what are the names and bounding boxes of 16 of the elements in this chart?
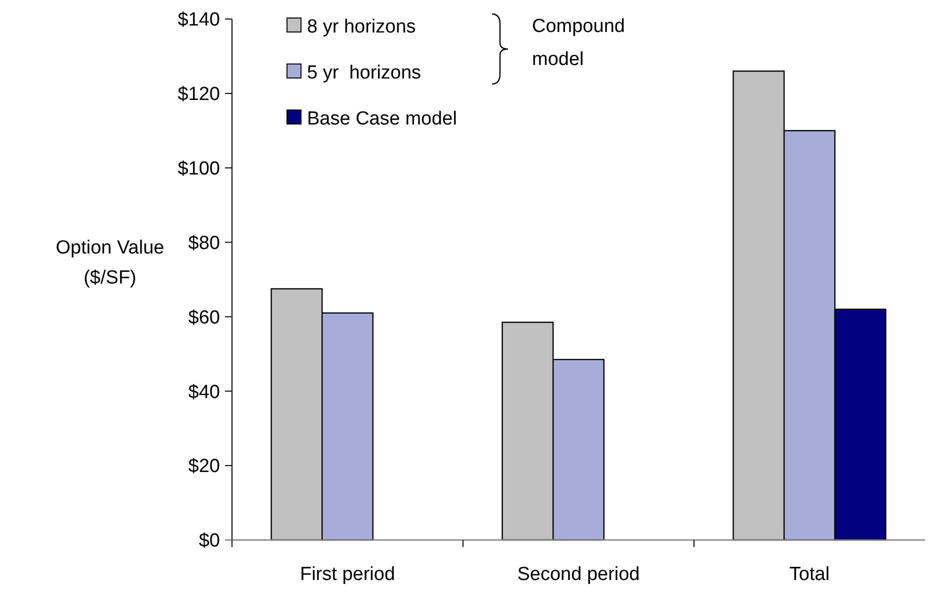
- y-tick-label: $140: [178, 10, 220, 31]
- x-tick-label: Total: [789, 564, 830, 585]
- y-tick-label: $120: [178, 84, 220, 106]
- y-tick-label: $80: [188, 232, 220, 254]
- legend-label: Base Case model: [307, 108, 457, 130]
- y-tick-label: $20: [188, 456, 220, 478]
- legend-label: 8 yr horizons: [307, 16, 416, 38]
- y-tick-label: $100: [178, 158, 220, 180]
- y-tick-label: $40: [188, 382, 220, 403]
- y-axis-title: Option Value ($/SF): [56, 237, 164, 288]
- y-tick-label: $0: [198, 530, 220, 552]
- x-tick-label: Second period: [517, 564, 640, 585]
- annotation: Compound model: [532, 16, 625, 70]
- legend-label: 5 yr horizons: [307, 62, 422, 84]
- y-tick-label: $60: [188, 307, 220, 328]
- x-tick-label: First period: [300, 564, 396, 585]
